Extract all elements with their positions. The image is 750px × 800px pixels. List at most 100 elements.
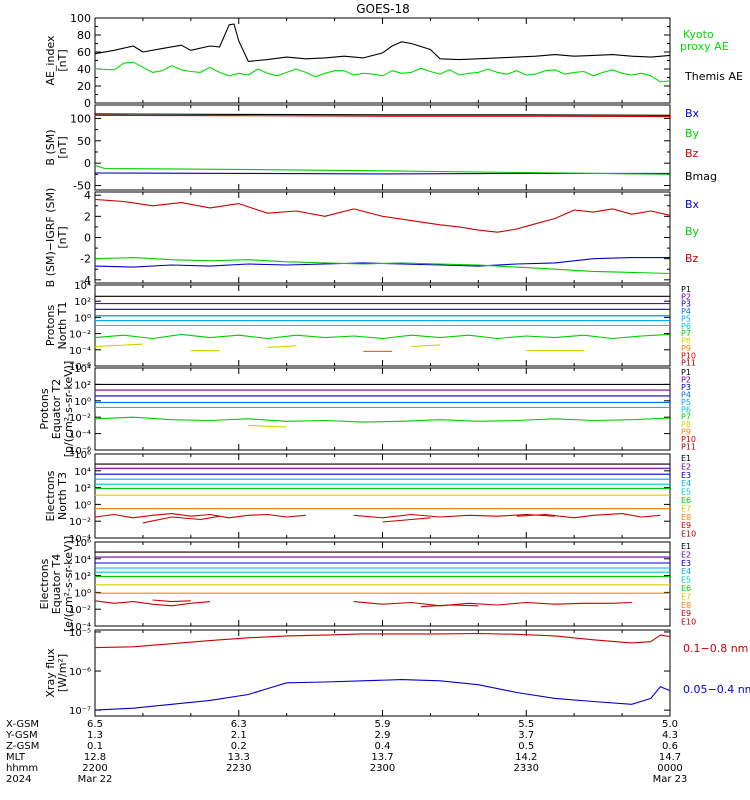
series-line-p6 — [94, 416, 671, 423]
panel-electrons_t4: 10⁶ 10⁴ 10² 10⁰ 10⁻² 10⁻⁴ Electrons Equator T4[… — [38, 536, 696, 633]
x-axis-value-date: Mar 23 — [653, 774, 688, 785]
y-tick-label: 10⁴ — [74, 467, 91, 478]
series-line-bx — [94, 257, 670, 268]
legend-channel: P9 — [681, 344, 691, 353]
x-axis-value-zgsm: 0.2 — [231, 741, 247, 752]
legend-channel: P1 — [681, 368, 691, 377]
x-axis-value-zgsm: 0.4 — [375, 741, 391, 752]
y-axis-label: [nT] — [56, 136, 69, 158]
x-axis-value-xgsm: 5.5 — [518, 719, 534, 730]
x-axis-value-mlt: 13.7 — [371, 752, 393, 763]
y-tick-label: 10⁻² — [69, 413, 91, 424]
y-axis-label: [nT] — [56, 49, 69, 71]
legend-channel: P5 — [681, 314, 691, 323]
y-tick-label: 80 — [77, 29, 91, 42]
legend-entry: Kyoto — [683, 28, 714, 41]
legend-entry: 0.05−0.4 nm — [683, 683, 750, 696]
series-line-bmag — [94, 113, 671, 116]
y-axis-label: Protons — [44, 305, 57, 346]
legend-channel: P3 — [681, 383, 691, 392]
y-tick-label: 10⁴ — [74, 555, 91, 566]
legend-channel: P4 — [681, 307, 691, 316]
legend-channel: P9 — [681, 428, 691, 437]
legend-channel: P2 — [681, 292, 691, 301]
series-line-by — [94, 257, 671, 275]
legend-channel: P11 — [681, 359, 696, 368]
panel-bigrf: -4 -2 0 2 4 B (SM)−IGRF (SM) [nT] Bx By Bz — [44, 188, 700, 288]
y-tick-label: -4 — [80, 274, 91, 287]
y-tick-label: 10⁻² — [69, 517, 91, 528]
y-tick-label: 10² — [74, 484, 91, 495]
legend-entry: Bz — [685, 252, 699, 265]
series-line-p7 — [248, 424, 287, 428]
legend-entry: 0.1−0.8 nm — [683, 642, 748, 655]
y-axis-label: AE_index — [44, 35, 57, 86]
y-tick-label: 100 — [70, 12, 91, 25]
y-tick-label: 10² — [74, 380, 91, 391]
y-axis-label: [nT] — [56, 226, 69, 248]
legend-entry: proxy AE — [680, 40, 729, 53]
series-line-by — [94, 164, 671, 175]
series-line-themis-ae — [94, 23, 671, 62]
y-tick-label: 10⁻² — [69, 330, 91, 341]
panel-frame — [94, 541, 671, 627]
x-axis-value-hhmm: 2230 — [226, 763, 251, 774]
series-line-e9c — [353, 513, 556, 519]
series-line-p8c — [267, 345, 297, 348]
legend-channel: P7 — [681, 413, 691, 422]
y-tick-label: 0 — [84, 232, 91, 245]
series-line-e9d — [420, 604, 479, 608]
y-axis-label: Protons — [38, 388, 51, 429]
y-tick-label: 10⁻⁴ — [69, 622, 91, 633]
legend-entry: Bx — [685, 198, 700, 211]
y-tick-label: 10⁻⁶ — [69, 446, 91, 457]
y-axis-label: Xray flux — [44, 648, 57, 698]
x-axis-value-mlt: 12.8 — [84, 752, 106, 763]
legend-channel: E9 — [681, 521, 691, 530]
legend-channel: E1 — [681, 542, 691, 551]
series-line-bz — [94, 198, 671, 233]
y-tick-label: 10⁻² — [69, 605, 91, 616]
y-tick-label: 0 — [84, 157, 91, 170]
y-tick-label: 4 — [84, 189, 91, 202]
legend-channel: P2 — [681, 375, 691, 384]
y-tick-label: -50 — [73, 180, 91, 193]
panel-frame — [94, 191, 671, 284]
panel-frame — [94, 104, 671, 191]
x-axis-value-hhmm: 0000 — [657, 763, 682, 774]
x-axis-value-hhmm: 2200 — [82, 763, 107, 774]
legend-entry: Themis AE — [684, 70, 743, 83]
x-axis-row-label: hhmm — [6, 763, 38, 774]
series-line-e9d — [382, 517, 431, 523]
x-axis-value-ygsm: 4.3 — [662, 730, 678, 741]
series-line-p8d — [411, 344, 441, 348]
legend-channel: P5 — [681, 398, 691, 407]
x-axis-value-mlt: 14.2 — [515, 752, 537, 763]
panel-xray: 10⁻⁵ 10⁻⁶ 10⁻⁷ Xray flux [W/m²] 0.1−0.8 nm 0.0… — [44, 628, 750, 717]
y-axis-label: Electrons — [38, 558, 51, 609]
series-line-kyoto-proxy-ae — [94, 61, 671, 83]
legend-channel: E2 — [681, 462, 691, 471]
y-axis-label: B (SM) — [44, 129, 57, 165]
y-tick-label: 2 — [84, 210, 91, 223]
x-axis-value-zgsm: 0.5 — [518, 741, 534, 752]
x-axis-value-mlt: 14.7 — [659, 752, 681, 763]
x-axis-row-label: MLT — [6, 752, 26, 763]
panel-bsm: -50 0 50 100 B (SM) [nT] Bx By Bz Bmag — [44, 104, 717, 193]
legend-entry: Bmag — [685, 170, 717, 183]
x-axis-row-label: X-GSM — [6, 719, 39, 730]
x-axis-value-ygsm: 2.1 — [231, 730, 247, 741]
y-tick-label: 10⁰ — [74, 500, 91, 511]
legend-channel: E4 — [681, 479, 691, 488]
series-line-e9b — [152, 599, 191, 603]
x-axis-row-label: Y-GSM — [5, 730, 38, 741]
x-axis-value-zgsm: 0.1 — [87, 741, 103, 752]
series-line-e9a — [94, 513, 306, 519]
y-axis-label: North T3 — [56, 472, 69, 520]
series-line-p8a — [94, 343, 143, 348]
y-tick-label: 10⁻⁶ — [69, 362, 91, 373]
y-tick-label: 10² — [74, 572, 91, 583]
legend-channel: E6 — [681, 584, 691, 593]
legend-channel: E8 — [681, 513, 691, 522]
